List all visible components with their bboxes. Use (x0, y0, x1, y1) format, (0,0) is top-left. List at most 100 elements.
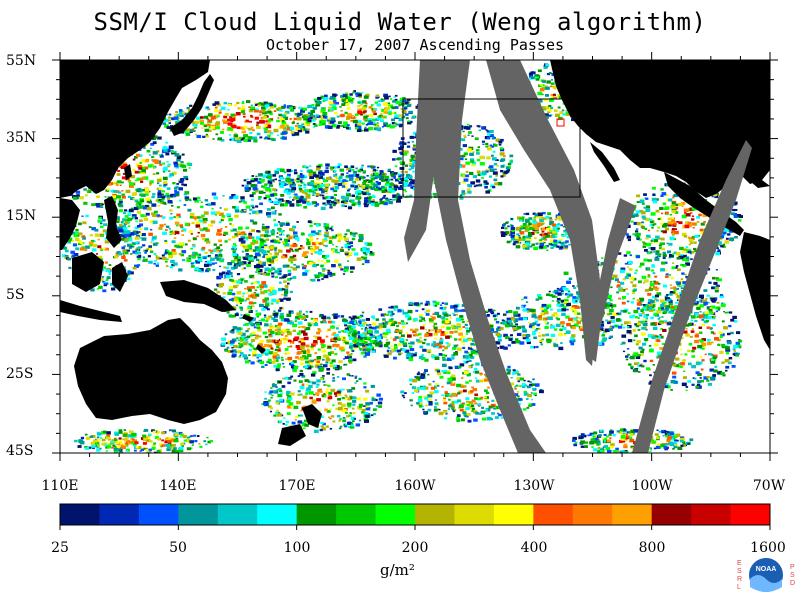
cloud-pixel (463, 136, 467, 138)
cloud-pixel (258, 196, 262, 199)
cloud-pixel (335, 364, 340, 369)
cloud-pixel (54, 173, 58, 176)
cloud-pixel (168, 254, 173, 259)
cloud-pixel (270, 239, 275, 243)
cloud-pixel (649, 224, 653, 227)
cloud-pixel (215, 133, 219, 136)
cloud-pixel (645, 208, 651, 212)
cloud-pixel (666, 321, 672, 326)
cloud-pixel (204, 260, 208, 263)
cloud-pixel (291, 250, 294, 252)
cloud-pixel (698, 213, 702, 217)
cloud-pixel (333, 100, 337, 103)
cloud-pixel (676, 294, 682, 299)
cloud-pixel (681, 257, 687, 261)
cloud-pixel (180, 164, 185, 168)
cloud-pixel (662, 251, 666, 255)
cloud-pixel (363, 115, 368, 119)
cloud-pixel (280, 317, 286, 322)
cloud-pixel (208, 263, 211, 265)
cloud-pixel (258, 343, 263, 347)
cloud-pixel (293, 117, 297, 120)
cloud-pixel (362, 247, 367, 251)
cloud-pixel (529, 226, 534, 230)
cloud-pixel (547, 212, 552, 215)
cloud-pixel (381, 115, 385, 119)
cloud-pixel (250, 179, 255, 183)
cloud-pixel (507, 225, 510, 228)
cloud-pixel (384, 111, 389, 114)
cloud-pixel (478, 129, 481, 132)
cloud-pixel (127, 249, 130, 252)
cloud-pixel (372, 194, 375, 197)
cloud-pixel (373, 108, 376, 111)
cloud-pixel (164, 251, 168, 254)
cloud-pixel (319, 315, 323, 318)
cloud-pixel (184, 222, 189, 226)
cloud-pixel (117, 170, 120, 172)
cloud-pixel (222, 195, 225, 197)
cloud-pixel (234, 132, 237, 135)
cloud-pixel (132, 198, 135, 200)
cloud-pixel (174, 152, 177, 154)
cloud-pixel (314, 174, 320, 178)
cloud-pixel (304, 116, 309, 119)
cloud-pixel (164, 124, 169, 128)
cloud-pixel (174, 150, 177, 153)
cloud-pixel (720, 294, 723, 296)
cloud-pixel (169, 230, 173, 233)
cloud-pixel (162, 162, 165, 165)
cloud-pixel (394, 188, 397, 191)
cloud-pixel (279, 109, 283, 112)
cloud-pixel (278, 241, 281, 244)
cloud-pixel (630, 301, 634, 304)
cloud-pixel (661, 261, 666, 265)
cloud-pixel (348, 346, 353, 349)
cloud-pixel (262, 174, 267, 178)
cloud-pixel (722, 245, 726, 248)
cloud-pixel (334, 348, 337, 350)
cloud-pixel (396, 193, 401, 197)
cloud-pixel (612, 312, 618, 316)
cloud-pixel (627, 274, 631, 277)
cloud-pixel (285, 203, 288, 206)
cloud-pixel (346, 189, 350, 192)
cloud-pixel (385, 178, 388, 181)
cloud-pixel (378, 340, 382, 343)
cloud-pixel (280, 182, 285, 186)
cloud-pixel (312, 107, 317, 110)
cloud-pixel (340, 173, 344, 176)
cloud-pixel (340, 249, 344, 252)
cloud-pixel (119, 225, 125, 230)
cloud-pixel (647, 252, 650, 254)
cloud-pixel (360, 104, 363, 106)
cloud-pixel (388, 186, 392, 189)
cloud-pixel (280, 169, 284, 173)
cloud-pixel (141, 167, 145, 170)
cloud-pixel (279, 315, 284, 319)
cloud-pixel (305, 130, 310, 134)
cloud-pixel (290, 170, 294, 173)
cloud-pixel (227, 109, 230, 111)
cloud-pixel (362, 192, 367, 196)
cloud-pixel (314, 364, 320, 368)
cloud-pixel (180, 161, 184, 164)
cloud-pixel (294, 193, 298, 196)
cloud-pixel (665, 273, 669, 276)
cloud-pixel (55, 164, 57, 166)
cloud-pixel (476, 158, 481, 162)
cloud-pixel (409, 158, 415, 162)
cloud-pixel (371, 104, 374, 106)
cloud-pixel (315, 274, 320, 278)
cloud-pixel (274, 252, 279, 256)
cloud-pixel (139, 162, 142, 164)
cloud-pixel (642, 217, 646, 220)
cloud-pixel (623, 310, 627, 313)
cloud-pixel (181, 153, 185, 156)
cloud-pixel (489, 144, 492, 147)
cloud-pixel (388, 112, 392, 115)
cloud-pixel (215, 214, 217, 216)
cloud-pixel (143, 217, 149, 221)
cloud-pixel (310, 112, 313, 115)
cloud-pixel (664, 269, 668, 272)
